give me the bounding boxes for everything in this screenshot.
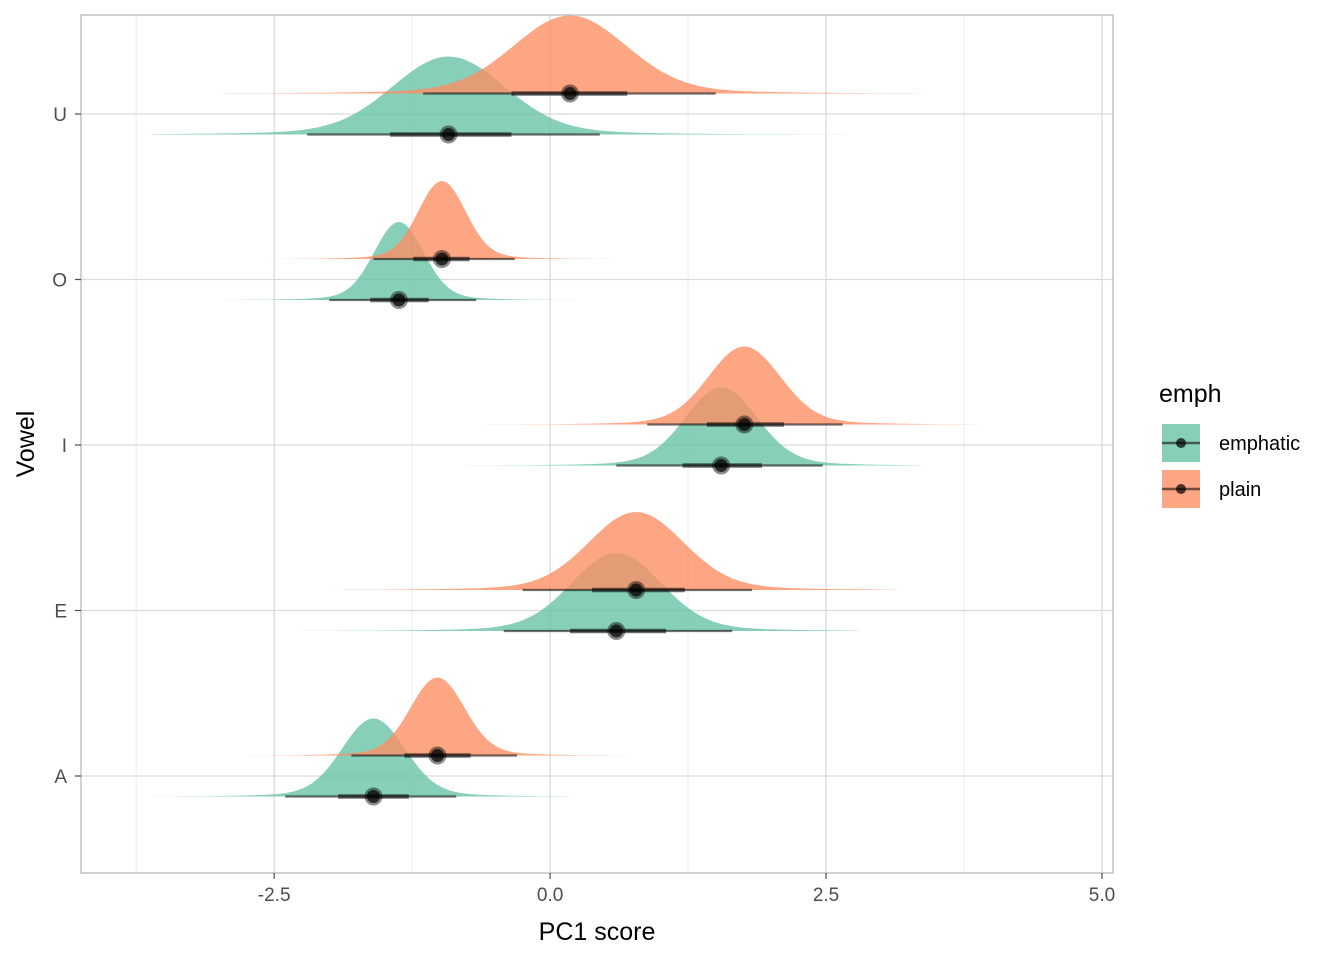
median-point bbox=[563, 87, 577, 100]
x-tick-label: 0.0 bbox=[537, 885, 563, 906]
halfeye-plain-E bbox=[340, 512, 898, 599]
y-tick-label: A bbox=[54, 767, 67, 788]
legend: emph emphatic plain bbox=[1159, 380, 1300, 508]
density-slab bbox=[207, 222, 606, 300]
axis-layer: -2.5 0.0 2.5 5.0 A E I O U bbox=[52, 105, 1115, 906]
grid-layer bbox=[81, 15, 1113, 873]
legend-entry-emphatic: emphatic bbox=[1162, 424, 1300, 462]
legend-title: emph bbox=[1159, 380, 1222, 408]
density-slab bbox=[241, 553, 860, 631]
density-slab bbox=[417, 387, 920, 466]
legend-key-point bbox=[1176, 438, 1186, 448]
median-point bbox=[737, 418, 751, 431]
x-tick-label: -2.5 bbox=[258, 885, 291, 906]
median-point bbox=[609, 624, 623, 638]
median-point bbox=[435, 252, 449, 266]
median-point bbox=[366, 790, 380, 803]
legend-label: emphatic bbox=[1219, 433, 1300, 455]
density-slab bbox=[163, 677, 639, 756]
x-tick-label: 5.0 bbox=[1089, 885, 1115, 906]
halfeye-emphatic-E bbox=[241, 553, 860, 640]
median-point bbox=[442, 128, 456, 141]
y-tick-label: U bbox=[53, 105, 67, 126]
x-axis-title: PC1 score bbox=[539, 918, 656, 946]
halfeye-plain-O bbox=[230, 181, 655, 268]
halfeye-plain-I bbox=[461, 346, 975, 434]
y-tick-label: E bbox=[54, 602, 67, 623]
median-point bbox=[714, 459, 728, 472]
median-point bbox=[392, 293, 406, 307]
halfeye-emphatic-O bbox=[207, 222, 606, 309]
legend-key-point bbox=[1176, 484, 1186, 494]
density-slab bbox=[461, 346, 975, 425]
density-slab bbox=[130, 718, 573, 797]
data-layer bbox=[130, 15, 1036, 806]
legend-entry-plain: plain bbox=[1162, 470, 1261, 508]
density-slab bbox=[230, 181, 655, 259]
halfeye-emphatic-I bbox=[417, 387, 920, 475]
panel-border bbox=[80, 14, 1114, 874]
y-tick-label: I bbox=[62, 436, 67, 457]
halfeye-emphatic-A bbox=[130, 718, 573, 806]
density-slab bbox=[219, 15, 920, 94]
halfeye-plain-U bbox=[219, 15, 920, 103]
legend-label: plain bbox=[1219, 479, 1261, 501]
halfeye-plain-A bbox=[163, 677, 639, 765]
halfeye-emphatic-U bbox=[152, 56, 1036, 144]
density-slab bbox=[152, 56, 1036, 135]
density-slab bbox=[340, 512, 898, 590]
median-point bbox=[431, 749, 445, 762]
y-tick-label: O bbox=[52, 271, 67, 292]
y-axis-title: Vowel bbox=[12, 411, 40, 478]
median-point bbox=[629, 583, 643, 597]
x-tick-label: 2.5 bbox=[813, 885, 839, 906]
